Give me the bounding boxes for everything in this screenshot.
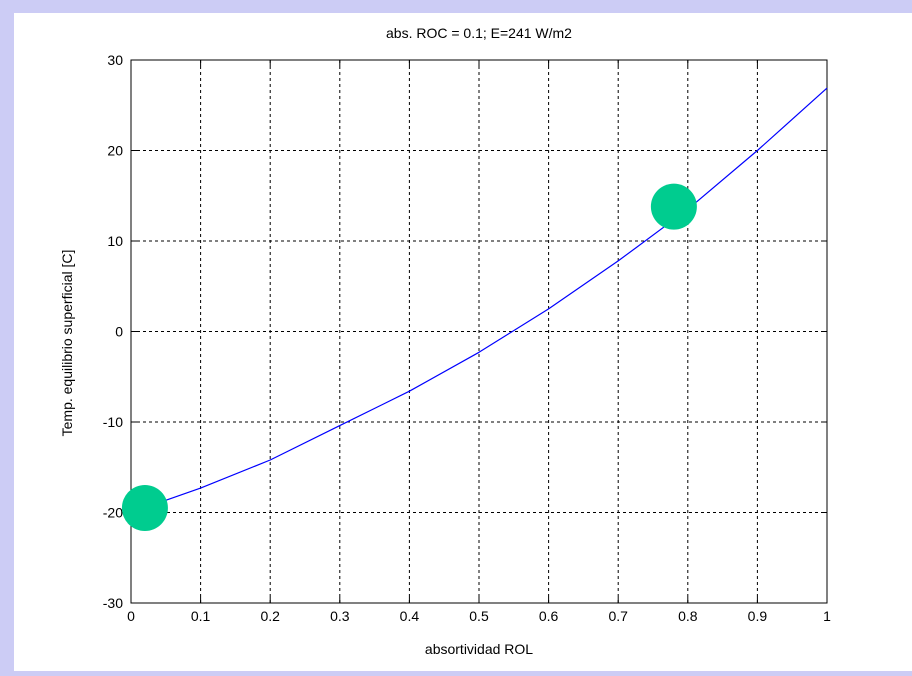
x-axis-label: absortividad ROL: [425, 641, 533, 657]
series-layer: [130, 87, 828, 514]
figure: abs. ROC = 0.1; E=241 W/m2 0 0.1 0.2 0.3 0.4…: [14, 13, 912, 671]
grid: [131, 60, 827, 603]
y-tick-label: 30: [107, 52, 123, 68]
x-tick-label: 0.8: [678, 608, 698, 624]
highlight-marker: [650, 183, 697, 230]
x-tick-label: 0.2: [260, 608, 280, 624]
y-tick-label: -20: [103, 505, 123, 521]
x-tick-label: 0.3: [330, 608, 350, 624]
chart-title: abs. ROC = 0.1; E=241 W/m2: [386, 25, 572, 41]
y-tick-label: 20: [107, 143, 123, 159]
x-tick-label: 0.6: [539, 608, 559, 624]
y-tick-label: -10: [103, 414, 123, 430]
y-axis-label: Temp. equilibrio superficial [C]: [59, 250, 75, 437]
x-tick-label: 0.9: [748, 608, 768, 624]
series-line: [130, 87, 828, 514]
x-tick-label: 0.4: [400, 608, 420, 624]
line-chart: abs. ROC = 0.1; E=241 W/m2 0 0.1 0.2 0.3 0.4…: [59, 25, 831, 657]
y-tick-label: 0: [115, 324, 123, 340]
marker-layer: [121, 183, 697, 531]
x-tick-label: 0.5: [469, 608, 489, 624]
x-tick-label: 1: [823, 608, 831, 624]
y-tick-label: -30: [103, 595, 123, 611]
x-tick-label: 0.7: [608, 608, 628, 624]
highlight-marker: [121, 484, 168, 531]
x-tick-label: 0.1: [191, 608, 211, 624]
x-tick-label: 0: [127, 608, 135, 624]
axis-ticks: 0 0.1 0.2 0.3 0.4 0.5 0.6 0.7 0.8 0.9 1 -30 -20 -10 0 1…: [103, 52, 831, 624]
y-tick-label: 10: [107, 233, 123, 249]
